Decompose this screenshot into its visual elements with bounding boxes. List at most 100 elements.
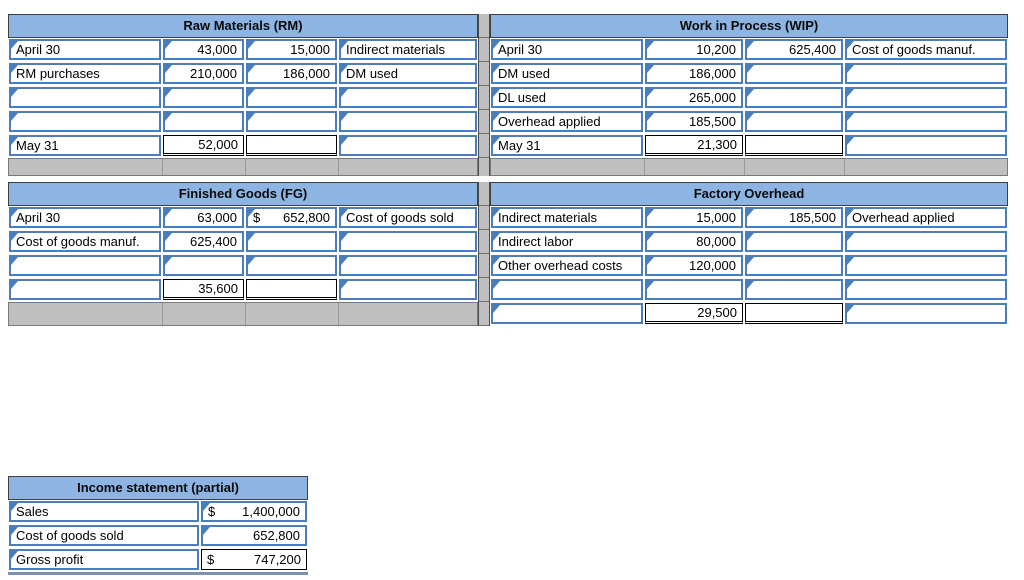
input-cell[interactable]: 43,000 [163, 39, 244, 60]
input-cell[interactable]: 15,000 [246, 39, 337, 60]
cell-text: Indirect materials [493, 209, 641, 226]
input-cell[interactable] [491, 279, 643, 300]
input-cell[interactable]: Cost of goods manuf. [9, 231, 161, 252]
t-account-fo: Factory Overhead Indirect materials 15,000… [490, 182, 1008, 326]
input-cell[interactable] [745, 279, 843, 300]
input-cell[interactable] [9, 255, 161, 276]
input-cell[interactable] [845, 63, 1007, 84]
input-cell[interactable] [745, 111, 843, 132]
cell-text [341, 113, 475, 130]
rm-r1c3: 15,000 [245, 38, 338, 62]
input-cell[interactable] [845, 255, 1007, 276]
input-cell[interactable] [246, 231, 337, 252]
is-r2-label: Cost of goods sold [8, 524, 200, 548]
input-cell[interactable]: $652,800 [246, 207, 337, 228]
input-cell[interactable] [845, 231, 1007, 252]
input-cell[interactable] [745, 87, 843, 108]
input-cell[interactable]: Gross profit [9, 549, 199, 570]
input-cell[interactable]: Overhead applied [491, 111, 643, 132]
input-cell[interactable]: April 30 [9, 207, 161, 228]
input-cell[interactable] [163, 255, 244, 276]
input-flag-icon [647, 41, 654, 49]
input-cell[interactable]: DM used [339, 63, 477, 84]
input-cell[interactable] [163, 111, 244, 132]
input-cell[interactable]: Overhead applied [845, 207, 1007, 228]
cell-value: 35,600 [198, 281, 238, 296]
input-cell[interactable]: 186,000 [645, 63, 743, 84]
input-cell[interactable]: 186,000 [246, 63, 337, 84]
input-cell[interactable]: $1,400,000 [201, 501, 307, 522]
input-cell[interactable] [745, 63, 843, 84]
input-cell[interactable]: 652,800 [201, 525, 307, 546]
input-flag-icon [493, 65, 500, 73]
cell-text: 625,400 [747, 41, 841, 58]
cell-value: April 30 [498, 42, 543, 57]
input-cell[interactable] [745, 255, 843, 276]
input-cell[interactable]: 265,000 [645, 87, 743, 108]
input-cell[interactable]: 210,000 [163, 63, 244, 84]
cell-text: 10,200 [647, 41, 741, 58]
input-cell[interactable]: Indirect materials [339, 39, 477, 60]
input-cell[interactable]: 625,400 [745, 39, 843, 60]
input-cell[interactable]: 625,400 [163, 231, 244, 252]
input-flag-icon [847, 41, 854, 49]
fo-r5c4 [844, 302, 1008, 326]
input-cell[interactable]: 185,500 [745, 207, 843, 228]
input-cell[interactable] [246, 255, 337, 276]
computed-cell [745, 135, 843, 156]
input-flag-icon [647, 233, 654, 241]
input-cell[interactable]: Sales [9, 501, 199, 522]
cell-value: May 31 [16, 138, 59, 153]
input-cell[interactable]: 120,000 [645, 255, 743, 276]
input-cell[interactable]: RM purchases [9, 63, 161, 84]
input-cell[interactable]: Indirect labor [491, 231, 643, 252]
input-cell[interactable]: Indirect materials [491, 207, 643, 228]
input-cell[interactable] [845, 279, 1007, 300]
input-flag-icon [248, 233, 255, 241]
input-cell[interactable] [339, 135, 477, 156]
input-cell[interactable]: 15,000 [645, 207, 743, 228]
input-cell[interactable]: 10,200 [645, 39, 743, 60]
wip-r2c2: 186,000 [644, 62, 744, 86]
input-flag-icon [165, 65, 172, 73]
input-cell[interactable] [339, 279, 477, 300]
input-cell[interactable]: May 31 [9, 135, 161, 156]
input-cell[interactable] [9, 279, 161, 300]
gray-cell [745, 159, 845, 175]
input-flag-icon [847, 305, 854, 313]
input-cell[interactable]: Cost of goods manuf. [845, 39, 1007, 60]
input-flag-icon [493, 257, 500, 265]
input-cell[interactable]: 63,000 [163, 207, 244, 228]
input-cell[interactable]: Cost of goods sold [339, 207, 477, 228]
wip-r4c3 [744, 110, 844, 134]
input-cell[interactable]: 80,000 [645, 231, 743, 252]
input-cell[interactable] [645, 279, 743, 300]
input-cell[interactable]: DL used [491, 87, 643, 108]
cell-text: April 30 [493, 41, 641, 58]
input-cell[interactable]: Cost of goods sold [9, 525, 199, 546]
input-cell[interactable] [246, 87, 337, 108]
input-cell[interactable]: DM used [491, 63, 643, 84]
input-cell[interactable]: April 30 [491, 39, 643, 60]
input-cell[interactable] [845, 135, 1007, 156]
input-cell[interactable] [745, 231, 843, 252]
input-cell[interactable] [845, 303, 1007, 324]
input-cell[interactable]: May 31 [491, 135, 643, 156]
cell-text [341, 257, 475, 274]
fg-r2c2: 625,400 [162, 230, 245, 254]
input-cell[interactable] [9, 87, 161, 108]
input-cell[interactable] [845, 111, 1007, 132]
input-cell[interactable] [339, 231, 477, 252]
input-cell[interactable] [163, 87, 244, 108]
input-cell[interactable] [9, 111, 161, 132]
input-cell[interactable] [845, 87, 1007, 108]
input-cell[interactable]: 185,500 [645, 111, 743, 132]
input-cell[interactable] [491, 303, 643, 324]
account-row [490, 278, 1008, 302]
input-cell[interactable]: Other overhead costs [491, 255, 643, 276]
input-cell[interactable] [246, 111, 337, 132]
input-cell[interactable] [339, 111, 477, 132]
input-cell[interactable] [339, 255, 477, 276]
input-cell[interactable]: April 30 [9, 39, 161, 60]
input-cell[interactable] [339, 87, 477, 108]
